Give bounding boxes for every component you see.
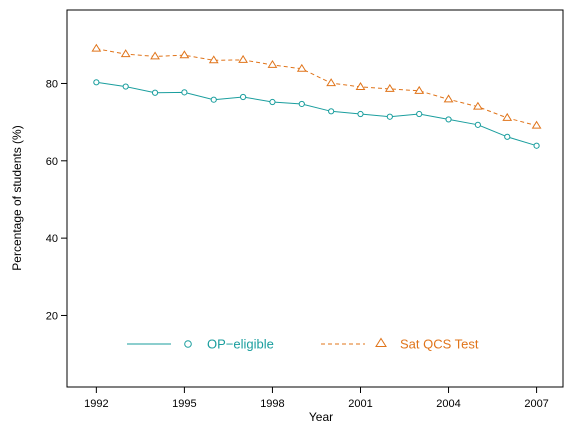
data-point-circle — [416, 110, 423, 118]
data-point-triangle — [472, 101, 483, 110]
data-point-triangle — [443, 94, 454, 103]
series-layer — [91, 43, 542, 149]
data-point-triangle — [326, 78, 337, 87]
data-point-triangle — [150, 51, 160, 60]
data-point-triangle — [179, 50, 190, 59]
legend-marker-circle — [184, 340, 192, 348]
x-axis-title: Year — [309, 410, 333, 424]
x-tick-label: 1998 — [260, 398, 284, 410]
data-point-triangle — [267, 59, 278, 68]
y-axis-title: Percentage of students (%) — [10, 125, 24, 270]
y-axis: 20 40 60 80 — [46, 78, 67, 322]
data-point-triangle — [91, 43, 102, 52]
y-tick-label: 60 — [46, 156, 58, 168]
legend-marker-triangle — [375, 337, 387, 347]
data-point-circle — [210, 96, 217, 103]
data-point-circle — [504, 133, 511, 140]
legend-label-sat-qcs-test: Sat QCS Test — [400, 337, 479, 352]
y-tick-label: 20 — [46, 310, 58, 322]
data-point-circle — [122, 83, 129, 90]
data-point-triangle — [414, 85, 425, 94]
data-point-triangle — [208, 55, 219, 64]
data-point-circle — [445, 116, 452, 123]
data-point-circle — [328, 108, 335, 115]
data-point-circle — [269, 98, 276, 106]
x-tick-label: 1995 — [172, 398, 196, 410]
data-point-circle — [357, 110, 364, 118]
data-point-circle — [93, 79, 100, 86]
data-point-triangle — [502, 112, 513, 121]
data-point-circle — [151, 89, 159, 96]
legend-label-op-eligible: OP−eligible — [207, 337, 274, 352]
legend: OP−eligible Sat QCS Test — [127, 337, 479, 352]
data-point-circle — [533, 142, 540, 149]
data-point-circle — [239, 93, 247, 101]
data-point-triangle — [531, 120, 542, 129]
data-point-triangle — [296, 63, 307, 72]
data-point-circle — [386, 113, 393, 120]
x-tick-label: 2001 — [348, 398, 372, 410]
x-tick-label: 1992 — [84, 398, 108, 410]
data-point-triangle — [120, 49, 131, 58]
y-tick-label: 40 — [46, 233, 58, 245]
data-point-triangle — [355, 81, 366, 90]
series-line-1 — [96, 48, 537, 127]
plot-frame — [66, 9, 564, 388]
data-point-triangle — [238, 54, 248, 63]
x-tick-label: 2004 — [436, 398, 460, 410]
data-point-circle — [181, 89, 188, 96]
data-point-circle — [298, 100, 305, 108]
x-tick-label: 2007 — [524, 398, 548, 410]
data-point-triangle — [384, 83, 395, 92]
y-tick-label: 80 — [46, 78, 58, 90]
data-point-circle — [474, 121, 481, 128]
x-axis: 1992 1995 1998 2001 2004 2007 — [84, 387, 549, 410]
series-line-0 — [96, 81, 537, 147]
